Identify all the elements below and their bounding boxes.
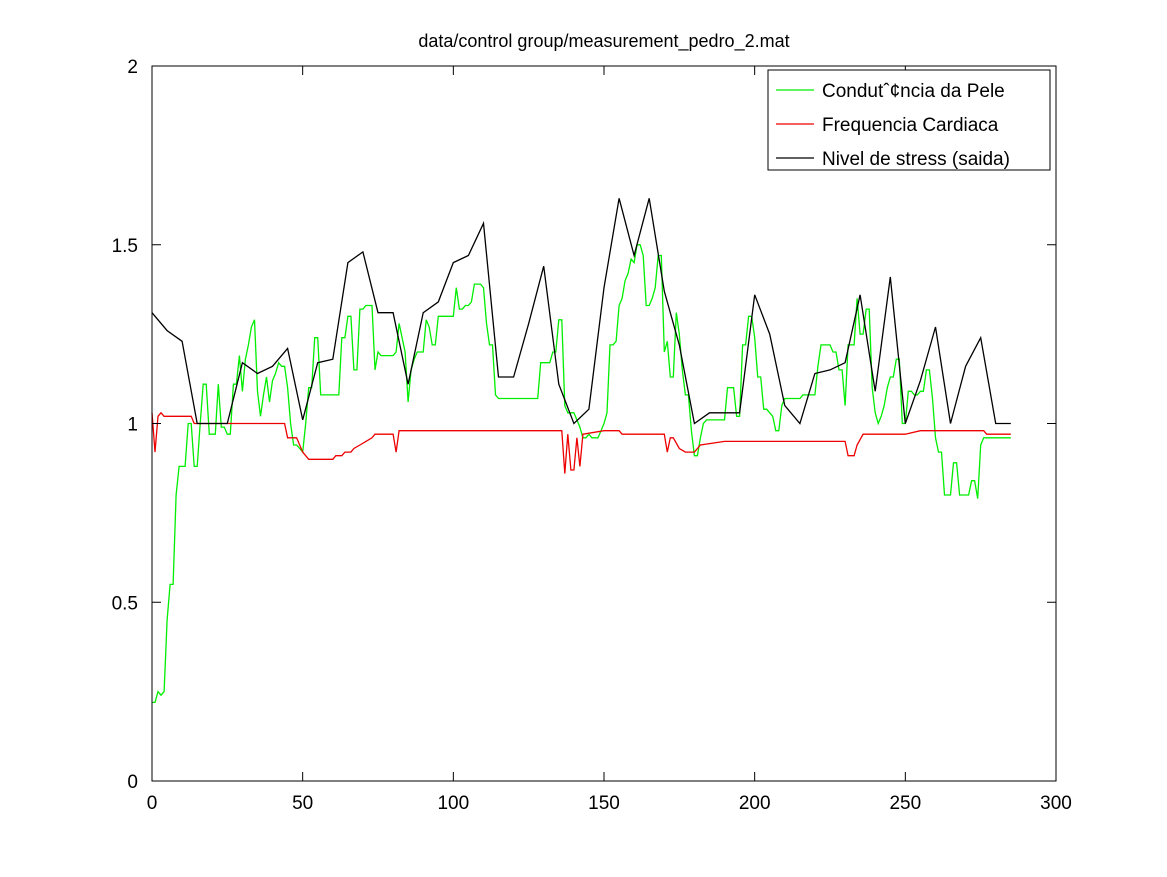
chart-title: data/control group/measurement_pedro_2.m… — [418, 31, 789, 52]
series-layer — [151, 198, 1011, 704]
legend: Condutˆ¢ncia da Pele Frequencia Cardiaca N… — [767, 69, 1051, 171]
legend-label-1: Condutˆ¢ncia da Pele — [822, 81, 1005, 102]
y-tick-label: 0.5 — [112, 593, 138, 614]
x-tick-label: 150 — [588, 793, 620, 814]
series-line-2 — [151, 411, 1011, 474]
y-tick-label: 0 — [127, 772, 138, 793]
x-tick-label: 50 — [292, 793, 313, 814]
series-line-1 — [152, 244, 1011, 704]
y-tick-label: 1 — [127, 415, 138, 436]
legend-label-2: Frequencia Cardiaca — [822, 115, 999, 136]
y-tick-label: 1.5 — [112, 236, 138, 257]
x-tick-label: 200 — [739, 793, 771, 814]
x-tick-label: 0 — [147, 793, 158, 814]
x-tick-label: 100 — [437, 793, 469, 814]
x-tick-label: 250 — [889, 793, 921, 814]
legend-box — [767, 69, 1051, 171]
series-line-3 — [151, 198, 1011, 425]
axes-layer: 0 50 100 150 200 250 300 0 0.5 1 1.5 2 — [112, 57, 1072, 814]
y-tick-label: 2 — [127, 57, 138, 78]
legend-label-3: Nivel de stress (saida) — [822, 149, 1010, 170]
x-tick-label: 300 — [1040, 793, 1072, 814]
